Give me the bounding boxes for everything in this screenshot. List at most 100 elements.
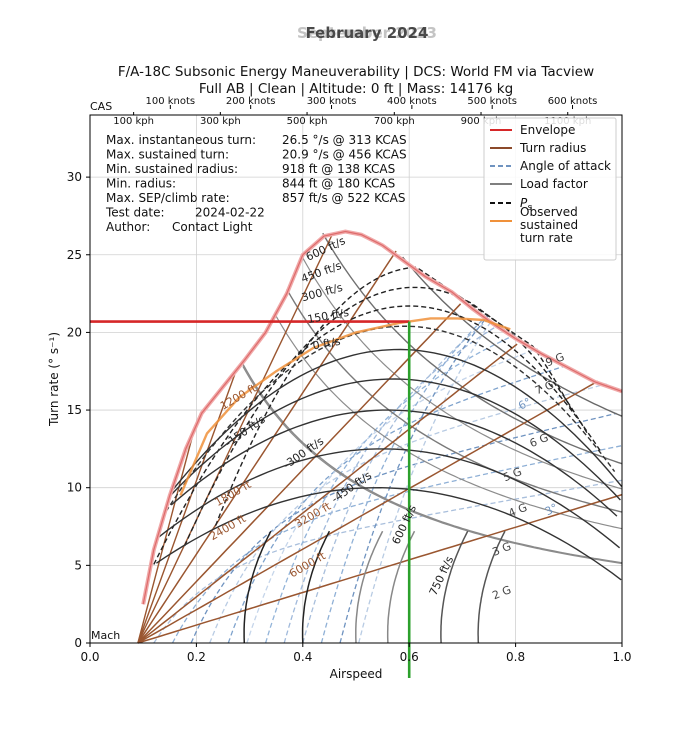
y-tick-label: 10 <box>67 481 82 495</box>
stat-value: 2024-02-22 <box>195 206 265 220</box>
y-tick-label: 20 <box>67 325 82 339</box>
turn-radius-line <box>137 235 333 644</box>
angle-of-attack-line <box>320 315 488 644</box>
turn-radius-line <box>137 343 518 644</box>
specific-excess-power-line <box>243 530 272 644</box>
plot-frame <box>89 114 623 644</box>
angle-of-attack-line <box>339 315 489 644</box>
x-tick-label: 1.0 <box>612 650 631 664</box>
stat-label: Author: <box>106 220 150 234</box>
specific-excess-power-line <box>301 530 331 644</box>
load-factor-line <box>242 363 623 564</box>
kph-tick-label: 500 kph <box>287 116 328 127</box>
angle-of-attack-line <box>153 479 623 644</box>
y-axis-label: Turn rate (° s⁻¹) <box>47 332 61 427</box>
specific-excess-power-line <box>184 286 588 547</box>
stat-value: 844 ft @ 180 KCAS <box>282 177 395 191</box>
stat-row: Test date: 2024-02-22 <box>105 206 265 220</box>
load-factor-line <box>286 288 623 513</box>
stat-value: Contact Light <box>172 220 253 234</box>
x-tick-label: 0.2 <box>187 650 206 664</box>
kph-tick-label: 700 kph <box>374 116 415 127</box>
specific-excess-power-line <box>440 530 469 644</box>
legend-label: Load factor <box>520 177 588 191</box>
load-factor-line <box>274 313 623 530</box>
kph-tick-label: 300 kph <box>200 116 241 127</box>
stat-label: Test date: <box>105 206 165 220</box>
stat-value: 26.5 °/s @ 313 KCAS <box>282 133 407 147</box>
knots-tick-label: 300 knots <box>307 96 357 107</box>
stat-label: Min. radius: <box>106 177 176 191</box>
y-tick-label: 0 <box>74 636 82 650</box>
turn-radius-line <box>137 428 196 644</box>
legend-label: Observed sustained turn rate <box>520 205 578 245</box>
stat-value: 857 ft/s @ 522 KCAS <box>282 191 406 205</box>
angle-of-attack-line <box>190 412 617 644</box>
observed-sustained-turn-line <box>179 317 511 496</box>
angle-of-attack-label: 3° <box>543 501 560 518</box>
stat-label: Max. instantaneous turn: <box>106 133 256 147</box>
specific-excess-power-label: 0 ft/s <box>312 335 342 353</box>
stat-value: 20.9 °/s @ 456 KCAS <box>282 148 407 162</box>
chart-title-line2: Full AB | Clean | Altitude: 0 ft | Mass:… <box>199 81 513 97</box>
legend-label: Turn radius <box>519 141 586 155</box>
x-tick-label: 0.4 <box>293 650 312 664</box>
y-tick-label: 5 <box>74 558 82 572</box>
load-factor-line <box>402 256 623 417</box>
stat-row: Max. sustained turn: 20.9 °/s @ 456 KCAS <box>106 148 407 162</box>
turn-radius-line <box>137 303 462 644</box>
specific-excess-power-line <box>153 305 602 565</box>
specific-excess-power-line <box>156 486 622 581</box>
x-axis-label: Airspeed <box>330 667 383 681</box>
stat-label: Max. SEP/climb rate: <box>106 191 230 205</box>
legend-label: Angle of attack <box>520 159 611 173</box>
date-title: February 2024 <box>306 24 429 42</box>
specific-excess-power-line <box>172 348 623 491</box>
stat-row: Min. radius: 844 ft @ 180 KCAS <box>106 177 395 191</box>
angle-of-attack-line <box>246 347 538 644</box>
angle-of-attack-label: 6° <box>516 395 533 412</box>
angle-of-attack-line <box>302 317 491 644</box>
envelope-line <box>142 230 623 605</box>
knots-tick-label: 100 knots <box>146 96 196 107</box>
legend-label: Ps <box>520 196 532 213</box>
knots-tick-label: 400 knots <box>387 96 437 107</box>
faded-date-title: September 2023 <box>297 24 437 42</box>
load-factor-line <box>242 366 623 565</box>
y-tick-label: 15 <box>67 403 82 417</box>
specific-excess-power-line <box>477 530 506 644</box>
x-tick-label: 0.6 <box>400 650 419 664</box>
cas-label: CAS <box>90 100 112 113</box>
load-factor-line <box>302 257 623 490</box>
specific-excess-power-line <box>170 409 618 517</box>
y-tick-label: 30 <box>67 170 82 184</box>
y-tick-label: 25 <box>67 248 82 262</box>
stat-label: Min. sustained radius: <box>106 162 238 176</box>
specific-excess-power-line <box>158 448 621 549</box>
stat-row: Max. SEP/climb rate: 857 ft/s @ 522 KCAS <box>106 191 406 205</box>
legend-box <box>483 117 617 261</box>
specific-excess-power-line <box>386 530 416 644</box>
kph-tick-label: 900 kph <box>461 116 502 127</box>
stat-label: Max. sustained turn: <box>106 148 229 162</box>
chart-title-line1: F/A-18C Subsonic Energy Maneuverability … <box>118 64 594 80</box>
specific-excess-power-line <box>355 530 384 644</box>
x-tick-label: 0.8 <box>506 650 525 664</box>
turn-radius-line <box>137 250 397 644</box>
stat-row: Min. sustained radius: 918 ft @ 138 KCAS <box>106 162 395 176</box>
stat-row: Max. instantaneous turn: 26.5 °/s @ 313 K… <box>106 133 407 147</box>
turn-radius-line <box>137 380 599 644</box>
stat-value: 918 ft @ 138 KCAS <box>282 162 395 176</box>
kph-tick-label: 100 kph <box>113 116 154 127</box>
specific-excess-power-line <box>214 266 574 526</box>
stat-row: Author: Contact Light <box>106 220 253 234</box>
knots-tick-label: 200 knots <box>226 96 276 107</box>
knots-tick-label: 600 knots <box>548 96 598 107</box>
turn-radius-line <box>137 493 623 644</box>
knots-tick-label: 500 knots <box>467 96 517 107</box>
legend-label: Envelope <box>520 123 575 137</box>
angle-of-attack-line <box>358 322 491 644</box>
specific-excess-power-line <box>165 325 616 512</box>
